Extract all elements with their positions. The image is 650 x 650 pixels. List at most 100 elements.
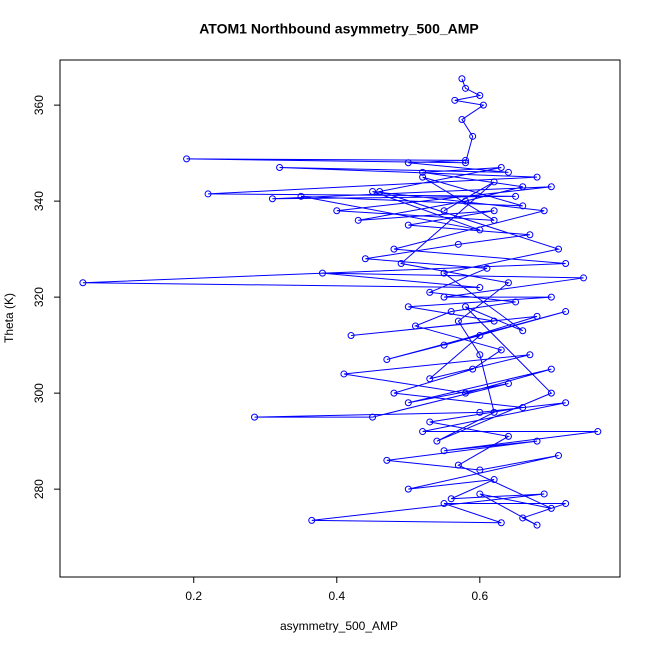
- point: [462, 159, 470, 167]
- point: [440, 269, 448, 277]
- x-tick-label: 0.2: [185, 589, 202, 603]
- point: [554, 452, 562, 460]
- point: [447, 495, 455, 503]
- point: [533, 437, 541, 445]
- x-tick-label: 0.4: [328, 589, 345, 603]
- point: [347, 332, 355, 340]
- point: [476, 466, 484, 474]
- point: [497, 164, 505, 172]
- point: [390, 245, 398, 253]
- point: [490, 317, 498, 325]
- point: [369, 188, 377, 196]
- point: [512, 298, 520, 306]
- point: [504, 432, 512, 440]
- point: [433, 437, 441, 445]
- point: [547, 293, 555, 301]
- point: [504, 380, 512, 388]
- point: [469, 365, 477, 373]
- point: [533, 312, 541, 320]
- point: [547, 389, 555, 397]
- plot-box: [59, 59, 621, 578]
- point: [479, 101, 487, 109]
- y-tick-label: 340: [32, 191, 46, 211]
- point: [340, 370, 348, 378]
- point: [383, 456, 391, 464]
- point: [454, 317, 462, 325]
- point: [519, 327, 527, 335]
- point: [476, 92, 484, 100]
- point: [512, 192, 520, 200]
- point: [268, 195, 276, 203]
- point: [540, 490, 548, 498]
- point: [454, 461, 462, 469]
- point: [533, 521, 541, 529]
- point: [519, 514, 527, 522]
- point: [476, 351, 484, 359]
- chart-title: ATOM1 Northbound asymmetry_500_AMP: [199, 21, 479, 37]
- point: [426, 288, 434, 296]
- point: [476, 226, 484, 234]
- y-tick-label: 320: [32, 287, 46, 307]
- point: [526, 351, 534, 359]
- point: [490, 408, 498, 416]
- point: [490, 216, 498, 224]
- point: [333, 207, 341, 215]
- point: [404, 221, 412, 229]
- point: [426, 375, 434, 383]
- x-axis-label: asymmetry_500_AMP: [280, 619, 398, 633]
- point: [533, 173, 541, 181]
- point: [454, 240, 462, 248]
- point: [419, 168, 427, 176]
- x-tick-label: 0.6: [471, 589, 488, 603]
- point: [462, 303, 470, 311]
- point: [462, 389, 470, 397]
- point: [497, 346, 505, 354]
- point: [204, 190, 212, 198]
- point: [397, 260, 405, 268]
- point: [462, 156, 470, 164]
- point: [476, 408, 484, 416]
- point: [504, 279, 512, 287]
- point: [562, 260, 570, 268]
- point: [376, 188, 384, 196]
- point: [469, 132, 477, 140]
- point: [447, 308, 455, 316]
- point: [476, 284, 484, 292]
- series-line: [82, 78, 598, 526]
- point: [440, 341, 448, 349]
- point: [476, 490, 484, 498]
- point: [419, 173, 427, 181]
- point: [308, 516, 316, 524]
- point: [440, 207, 448, 215]
- point: [562, 399, 570, 407]
- point: [540, 207, 548, 215]
- point: [458, 116, 466, 124]
- point: [404, 159, 412, 167]
- y-tick-label: 280: [32, 479, 46, 499]
- point: [483, 264, 491, 272]
- point: [547, 504, 555, 512]
- point: [451, 96, 459, 104]
- point: [562, 308, 570, 316]
- point: [547, 365, 555, 373]
- point: [404, 303, 412, 311]
- point: [490, 207, 498, 215]
- y-axis-label: Theta (K): [2, 293, 16, 343]
- point: [318, 269, 326, 277]
- point: [580, 274, 588, 282]
- point: [476, 332, 484, 340]
- point: [554, 245, 562, 253]
- point: [462, 84, 470, 92]
- point: [594, 428, 602, 436]
- point: [183, 155, 191, 163]
- point: [440, 447, 448, 455]
- point: [404, 399, 412, 407]
- point: [251, 413, 259, 421]
- point: [440, 500, 448, 508]
- point: [562, 500, 570, 508]
- point: [497, 519, 505, 527]
- point: [526, 231, 534, 239]
- point: [354, 216, 362, 224]
